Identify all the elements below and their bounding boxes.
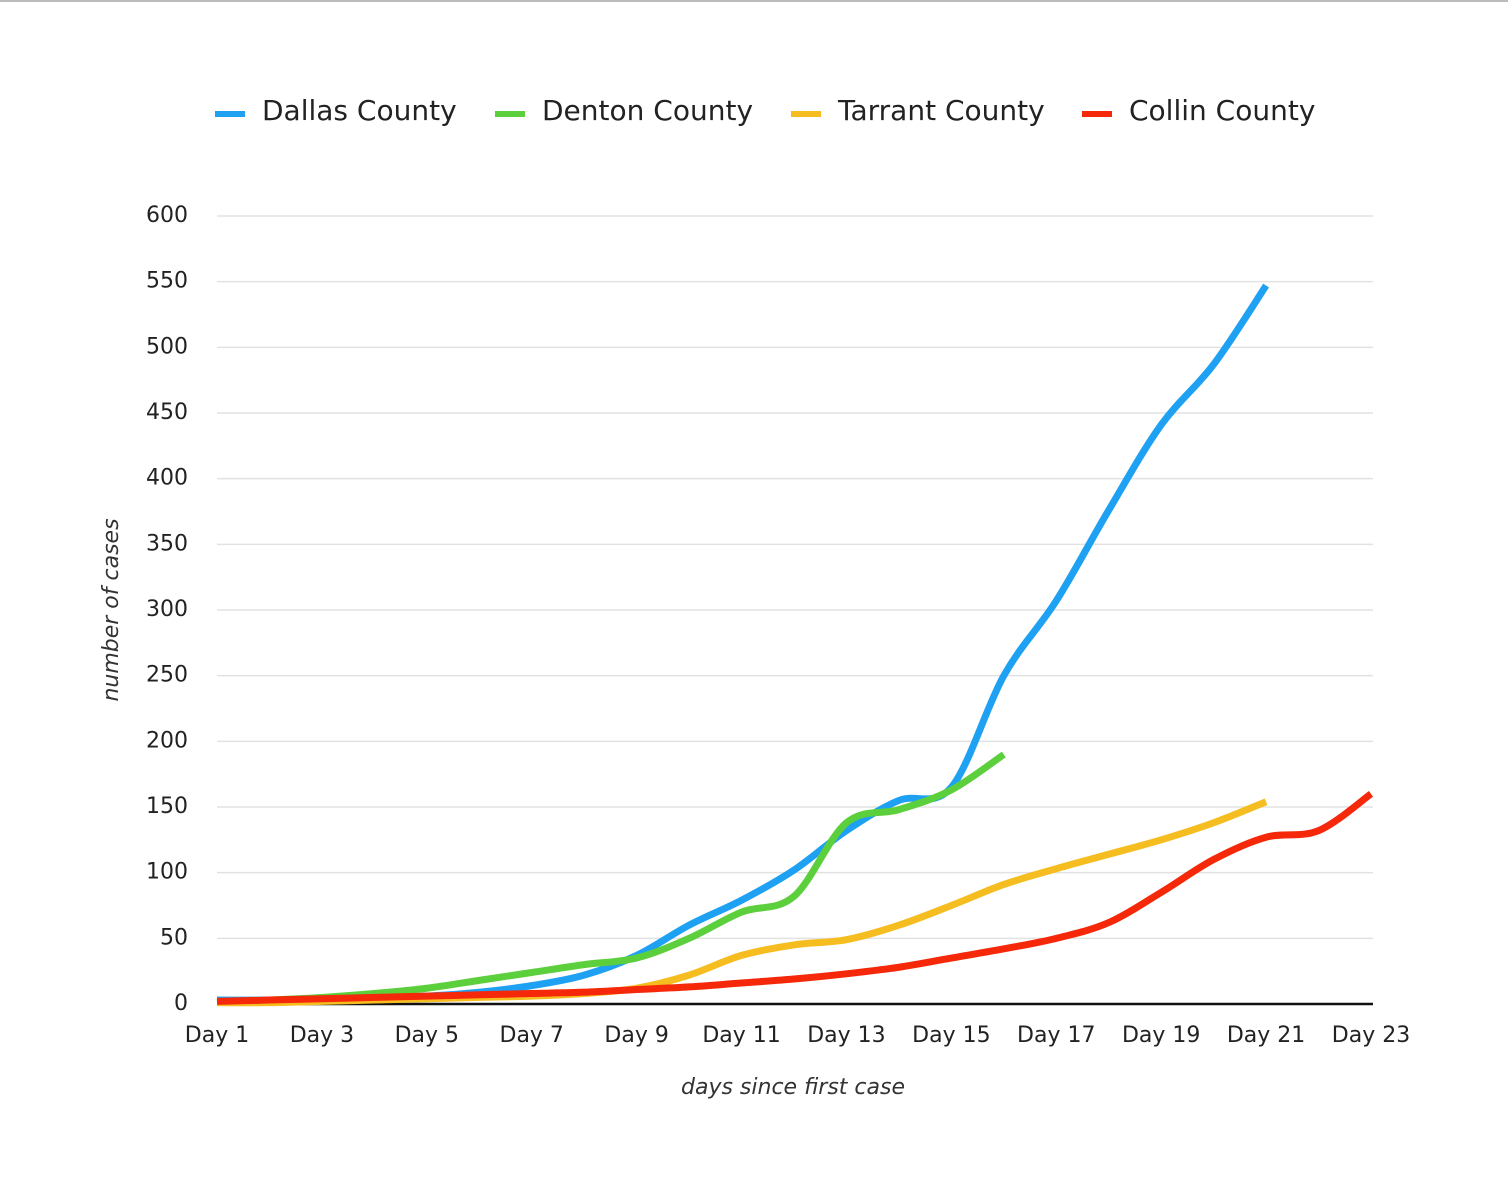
y-axis-title: number of cases	[99, 518, 124, 701]
x-tick-label: Day 19	[1122, 1023, 1200, 1048]
y-tick-label: 550	[146, 269, 188, 294]
y-tick-label: 600	[146, 203, 188, 228]
legend-label: Tarrant County	[837, 94, 1045, 127]
y-tick-label: 0	[174, 991, 188, 1016]
x-tick-label: Day 17	[1017, 1023, 1095, 1048]
x-tick-label: Day 15	[912, 1023, 990, 1048]
y-tick-label: 500	[146, 334, 188, 359]
y-tick-label: 250	[146, 663, 188, 688]
legend-label: Dallas County	[262, 94, 457, 127]
y-tick-label: 450	[146, 400, 188, 425]
legend-label: Collin County	[1129, 94, 1315, 127]
x-tick-label: Day 11	[702, 1023, 780, 1048]
x-tick-label: Day 21	[1227, 1023, 1305, 1048]
x-tick-label: Day 9	[604, 1023, 668, 1048]
x-tick-label: Day 13	[807, 1023, 885, 1048]
x-tick-label: Day 7	[500, 1023, 564, 1048]
series-line	[216, 791, 1374, 1005]
y-tick-label: 150	[146, 794, 188, 819]
x-tick-label: Day 1	[185, 1023, 249, 1048]
x-tick-label: Day 5	[395, 1023, 459, 1048]
y-tick-label: 200	[146, 728, 188, 753]
x-axis-title: days since first case	[681, 1075, 905, 1100]
x-tick-label: Day 23	[1332, 1023, 1410, 1048]
series-line	[216, 751, 1006, 1007]
y-tick-label: 300	[146, 597, 188, 622]
legend-label: Denton County	[542, 94, 753, 127]
series-line	[216, 283, 1270, 1004]
y-tick-label: 350	[146, 531, 188, 556]
y-tick-label: 400	[146, 466, 188, 491]
y-tick-label: 100	[146, 860, 188, 885]
x-tick-label: Day 3	[290, 1023, 354, 1048]
y-tick-label: 50	[160, 925, 188, 950]
